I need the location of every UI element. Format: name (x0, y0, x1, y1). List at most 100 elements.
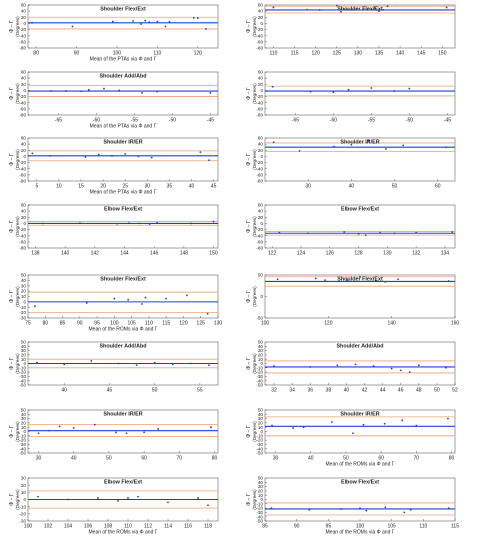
data-point (373, 7, 376, 9)
x-tick-label: 142 (91, 251, 100, 257)
y-tick-label: 30 (21, 476, 27, 481)
x-tick-label: 110 (269, 51, 277, 57)
x-tick-label: -50 (169, 118, 176, 124)
y-tick-label: -40 (19, 33, 26, 38)
y-tick-label: -10 (19, 365, 26, 370)
x-tick-label: 144 (120, 251, 129, 257)
chart-title: Shoulder Add/Abd (99, 344, 146, 350)
x-tick-label: 114 (164, 524, 172, 530)
x-tick-label: 120 (311, 51, 320, 57)
data-point (116, 222, 118, 225)
y-axis-label-upper: Φ − Γ (9, 493, 15, 506)
chart-title: Shoulder Flex/Ext (100, 277, 146, 283)
x-tick-label: 110 (124, 524, 132, 530)
x-tick-label: 38 (326, 388, 332, 394)
data-point (209, 91, 212, 94)
data-point (84, 156, 87, 158)
y-tick-label: 20 (21, 15, 27, 20)
y-tick-label: 20 (21, 215, 27, 220)
data-point (197, 497, 199, 499)
y-axis-label: Φ − Γ (Degrees) (9, 421, 20, 442)
data-point (117, 362, 120, 365)
data-point (49, 154, 51, 157)
y-tick-label: 10 (21, 425, 27, 430)
y-tick-label: 0 (260, 21, 263, 26)
y-tick-label: 50 (258, 408, 264, 413)
data-point (273, 365, 275, 367)
y-tick-label: 10 (258, 357, 264, 362)
data-point (330, 421, 333, 423)
x-tick-label: 36 (307, 388, 313, 394)
data-point (270, 507, 273, 509)
y-axis-label-upper: Φ − Γ (246, 425, 252, 438)
data-point (165, 297, 168, 300)
chart-title: Shoulder Add/Abd (99, 74, 146, 80)
data-point (190, 222, 193, 225)
y-axis-label: Φ − Γ (Degrees) (9, 216, 20, 237)
data-point (199, 151, 202, 154)
x-tick-label: 85 (262, 524, 268, 530)
x-tick-label: 40 (349, 184, 355, 190)
x-tick-label: -65 (292, 118, 299, 124)
x-tick-label: -65 (55, 118, 62, 124)
y-tick-label: 40 (258, 209, 264, 214)
data-point (208, 159, 211, 162)
y-axis-label-upper: Φ − Γ (9, 87, 15, 100)
y-tick-label: 40 (258, 480, 264, 485)
x-tick-label: 40 (61, 388, 67, 394)
y-axis-label: Φ − Γ (Degrees) (9, 16, 20, 37)
data-point (31, 152, 34, 155)
data-point (390, 367, 393, 370)
x-tick-label: 45 (107, 388, 113, 394)
plot-area (27, 71, 219, 116)
y-axis-label-lower: (Degrees) (252, 83, 257, 104)
x-tick-label: 50 (343, 456, 349, 462)
y-tick-label: 40 (21, 209, 27, 214)
y-axis-label: Φ − Γ (Degrees) (246, 353, 257, 374)
data-point (58, 425, 61, 428)
y-tick-label: -80 (256, 113, 263, 118)
plot-area (27, 4, 219, 49)
x-tick-label: 25 (122, 184, 128, 190)
x-tick-label: 115 (451, 524, 459, 530)
y-tick-label: 60 (258, 136, 264, 141)
y-tick-label: 0 (23, 497, 26, 502)
data-point (97, 153, 100, 156)
data-point (148, 223, 151, 225)
y-tick-label: 50 (258, 476, 264, 481)
y-axis-label-upper: Φ − Γ (246, 153, 252, 166)
y-tick-label: 60 (21, 70, 27, 75)
x-tick-label: 100 (24, 524, 33, 530)
plot-area (27, 137, 219, 182)
x-tick-label: 90 (294, 524, 300, 530)
data-point (298, 150, 301, 152)
y-tick-label: 20 (21, 421, 27, 426)
chart-title: Shoulder Flex/Ext (100, 7, 146, 13)
x-tick-label: 105 (127, 321, 136, 327)
data-point (402, 144, 405, 147)
data-point (138, 222, 141, 225)
data-point (67, 498, 69, 501)
x-tick-label: 45 (211, 184, 217, 190)
x-tick-label: 140 (61, 251, 70, 257)
y-tick-label: -80 (256, 246, 263, 251)
data-point (367, 139, 370, 142)
y-tick-label: 0 (260, 497, 263, 502)
x-tick-label: 146 (150, 251, 159, 257)
x-tick-label: 100 (356, 524, 365, 530)
data-point (408, 371, 411, 373)
y-tick-label: 20 (21, 148, 27, 153)
x-tick-label: 150 (438, 51, 447, 57)
y-tick-label: 40 (21, 142, 27, 147)
x-axis-label: Mean of the ROMs via Φ and Γ (89, 530, 158, 536)
x-tick-label: 160 (451, 321, 460, 327)
x-tick-label: 30 (36, 456, 42, 462)
data-point (41, 222, 44, 225)
y-tick-label: -20 (19, 310, 26, 315)
y-tick-label: 20 (21, 483, 27, 488)
plot-area (264, 71, 456, 116)
data-point (206, 312, 209, 315)
data-point (135, 364, 138, 367)
y-tick-label: 40 (258, 9, 264, 14)
